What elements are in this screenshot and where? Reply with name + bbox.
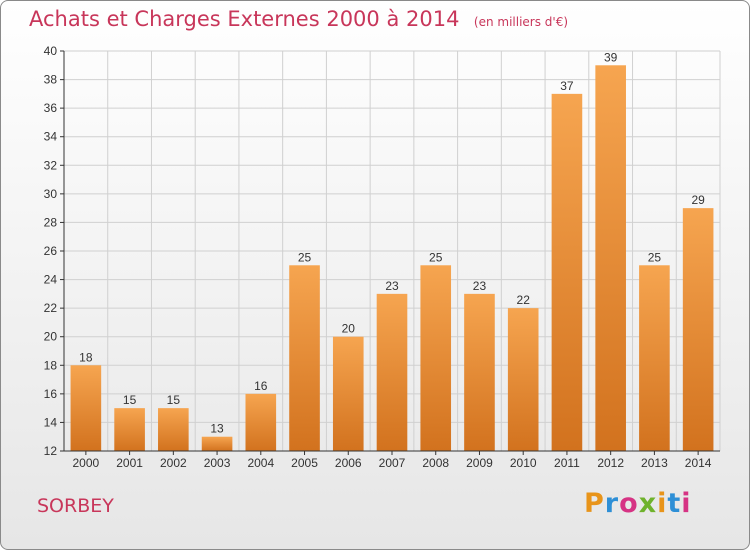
data-label-2014: 29	[691, 193, 705, 207]
axes: 12 14 16 18 20 22 24 26 28 30 32 34 36 38 40 2000 2001 20…	[44, 44, 720, 470]
bar-2013	[639, 265, 670, 451]
data-label-2000: 18	[79, 350, 93, 364]
bar-2006	[332, 336, 364, 451]
data-label-2007: 23	[385, 279, 399, 293]
bar-2005	[289, 265, 320, 451]
data-label-2008: 25	[429, 250, 443, 264]
y-tick-label: 12	[44, 444, 58, 458]
data-label-2004: 16	[254, 379, 268, 393]
y-tick-label: 22	[44, 301, 58, 315]
y-tick-label: 24	[44, 273, 58, 287]
bar-2002	[158, 408, 189, 451]
bar-2000	[70, 365, 102, 451]
logo-letter: i	[681, 488, 692, 519]
y-tick-label: 40	[44, 44, 58, 58]
x-tick-label-2006: 2006	[335, 456, 362, 470]
data-label-2003: 13	[210, 422, 224, 436]
y-tick-label: 16	[44, 387, 58, 401]
proxiti-logo: Proxiti	[584, 488, 692, 519]
x-tick-label-2009: 2009	[466, 456, 493, 470]
logo-letter: x	[638, 488, 658, 519]
data-label-2013: 25	[648, 250, 662, 264]
logo-letter: o	[619, 488, 639, 519]
y-tick-label: 34	[44, 130, 58, 144]
logo-letter: i	[657, 488, 668, 519]
logo-letter: r	[604, 488, 620, 519]
y-tick-label: 30	[44, 187, 58, 201]
bar-2003	[201, 436, 233, 451]
bar-2010	[507, 308, 539, 451]
y-tick-label: 26	[44, 244, 58, 258]
data-label-2011: 37	[560, 79, 574, 93]
bar-2012	[595, 65, 626, 452]
data-label-2005: 25	[298, 250, 312, 264]
x-tick-label-2001: 2001	[116, 456, 143, 470]
data-label-2010: 22	[517, 293, 531, 307]
chart-title: Achats et Charges Externes 2000 à 2014	[29, 7, 460, 31]
data-label-2009: 23	[473, 279, 487, 293]
y-tick-label: 18	[44, 358, 58, 372]
x-tick-label-2011: 2011	[554, 456, 580, 470]
data-label-2002: 15	[167, 393, 181, 407]
y-tick-label: 28	[44, 215, 58, 229]
y-tick-label: 20	[44, 330, 58, 344]
data-label-2012: 39	[604, 50, 618, 64]
data-label-2001: 15	[123, 393, 137, 407]
x-tick-label-2012: 2012	[597, 456, 624, 470]
x-tick-label-2008: 2008	[422, 456, 449, 470]
y-tick-label: 38	[44, 73, 58, 87]
bar-2001	[114, 408, 145, 451]
data-label-2006: 20	[342, 322, 356, 336]
x-tick-label-2002: 2002	[160, 456, 187, 470]
x-tick-label-2014: 2014	[685, 456, 712, 470]
bar-2007	[376, 293, 408, 451]
logo-letter: t	[667, 488, 682, 519]
x-tick-label-2005: 2005	[291, 456, 318, 470]
x-tick-label-2007: 2007	[379, 456, 406, 470]
x-tick-label-2010: 2010	[510, 456, 537, 470]
bar-2014	[682, 208, 714, 451]
chart-subtitle: (en milliers d'€)	[473, 15, 569, 29]
x-tick-label-2013: 2013	[641, 456, 668, 470]
x-tick-label-2000: 2000	[73, 456, 100, 470]
bars: 18 15 15 13 16 25 20 23 25 23 22 37 39 25 29	[70, 50, 714, 452]
bar-2009	[464, 293, 495, 451]
commune-name: SORBEY	[37, 495, 114, 517]
y-tick-label: 14	[44, 415, 58, 429]
bar-2011	[551, 93, 583, 451]
bar-2008	[420, 265, 452, 451]
title-block: Achats et Charges Externes 2000 à 2014 (…	[29, 7, 568, 31]
x-tick-label-2003: 2003	[204, 456, 231, 470]
logo-letter: P	[584, 488, 605, 519]
y-tick-label: 36	[44, 101, 58, 115]
x-tick-label-2004: 2004	[247, 456, 274, 470]
y-tick-label: 32	[44, 158, 58, 172]
bar-2004	[245, 393, 277, 451]
